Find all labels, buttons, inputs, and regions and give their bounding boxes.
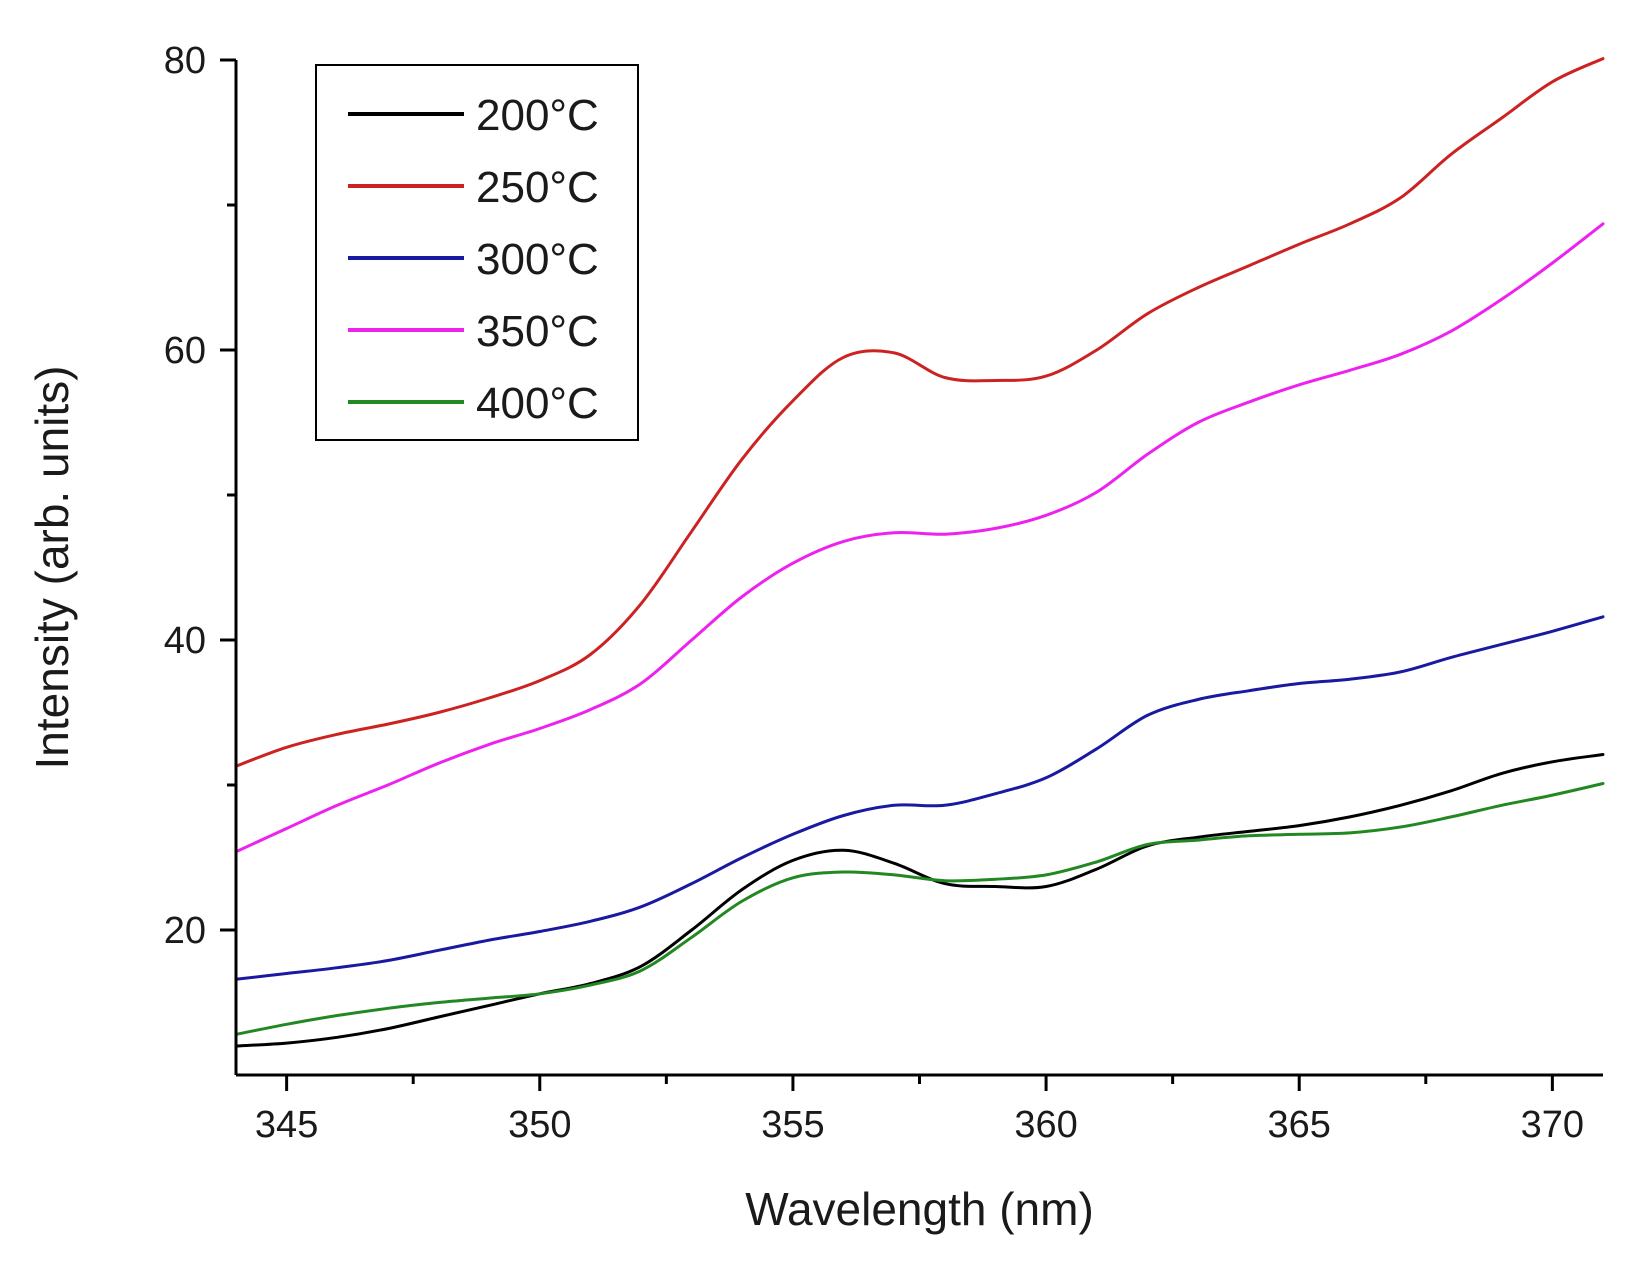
x-axis-title: Wavelength (nm): [745, 1183, 1094, 1235]
x-tick-label: 365: [1268, 1104, 1331, 1146]
x-tick-label: 355: [761, 1104, 824, 1146]
x-tick-label: 350: [508, 1104, 571, 1146]
series-line-250c: [234, 57, 1605, 768]
series-line-400c: [234, 782, 1605, 1036]
x-tick-label: 370: [1521, 1104, 1584, 1146]
y-tick-label: 80: [164, 40, 206, 82]
series-line-300c: [234, 615, 1605, 981]
series-line-200c: [234, 753, 1605, 1048]
ticks-layer: 345 350 355 360 365 370 20 40 60 80: [164, 40, 1584, 1146]
x-tick-label: 345: [255, 1104, 318, 1146]
legend-label: 350°C: [476, 307, 599, 356]
x-tick-label: 360: [1014, 1104, 1077, 1146]
legend-label: 400°C: [476, 379, 599, 428]
legend: 200°C 250°C 300°C 350°C 400°C: [315, 64, 639, 441]
legend-label: 250°C: [476, 163, 599, 212]
series-line-350c: [234, 222, 1605, 854]
legend-label: 300°C: [476, 235, 599, 284]
legend-box: [315, 64, 639, 441]
y-axis-title: Intensity (arb. units): [26, 366, 78, 770]
y-tick-label: 60: [164, 330, 206, 372]
legend-label: 200°C: [476, 91, 599, 140]
series-layer: [234, 57, 1605, 1048]
y-tick-label: 40: [164, 620, 206, 662]
y-tick-label: 20: [164, 910, 206, 952]
